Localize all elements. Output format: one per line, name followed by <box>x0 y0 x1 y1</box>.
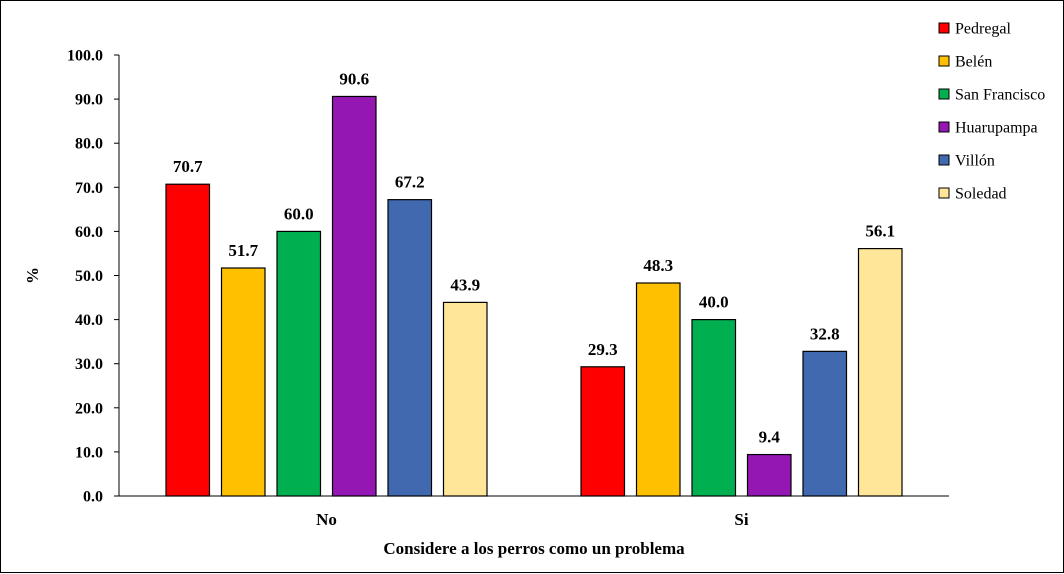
legend: Pedregal Belén San Francisco Huarupampa Vill… <box>938 21 1045 203</box>
x-axis-categories: No Si <box>316 510 749 529</box>
legend-label: Villón <box>955 153 995 170</box>
data-label: 40.0 <box>699 293 729 312</box>
data-label: 32.8 <box>810 324 840 343</box>
y-tick-label: 30.0 <box>75 356 103 373</box>
y-tick-label: 60.0 <box>75 224 103 241</box>
y-axis-ticks: 0.0 10.0 20.0 30.0 40.0 50.0 60.0 70.0 80.0 90.0 1… <box>67 48 119 506</box>
bar-bel-n-si <box>635 282 681 497</box>
data-label: 70.7 <box>173 157 203 176</box>
bars <box>165 95 903 497</box>
legend-swatch <box>938 154 950 166</box>
data-label: 67.2 <box>395 173 425 192</box>
y-tick-label: 70.0 <box>75 180 103 197</box>
bar-huarupampa-si <box>746 453 792 497</box>
legend-label: Belén <box>955 54 992 71</box>
legend-label: Soledad <box>955 186 1007 203</box>
data-label: 51.7 <box>228 241 258 260</box>
legend-swatch <box>938 187 950 199</box>
legend-swatch <box>938 88 950 100</box>
bar-pedregal-si <box>580 366 626 497</box>
data-labels: 70.7 51.7 60.0 90.6 67.2 43.9 29.3 48.3 40.0 9.4 3… <box>173 69 895 446</box>
y-tick-label: 100.0 <box>67 48 103 65</box>
data-label: 56.1 <box>865 222 895 241</box>
legend-swatch <box>938 121 950 133</box>
data-label: 48.3 <box>643 256 673 275</box>
y-tick-label: 40.0 <box>75 312 103 329</box>
bar-pedregal-no <box>165 183 211 497</box>
y-tick-label: 10.0 <box>75 444 103 461</box>
y-tick-label: 20.0 <box>75 400 103 417</box>
data-label: 90.6 <box>339 69 369 88</box>
x-axis-title: Considere a los perros como un problema <box>383 539 685 558</box>
bar-vill-n-no <box>387 199 433 497</box>
x-category-label: No <box>316 510 337 529</box>
bar-bel-n-no <box>220 267 266 497</box>
bar-soledad-no <box>442 301 488 497</box>
legend-swatch <box>938 55 950 67</box>
bar-soledad-si <box>857 247 903 497</box>
data-label: 29.3 <box>588 340 618 359</box>
data-label: 60.0 <box>284 204 314 223</box>
y-tick-label: 0.0 <box>83 489 103 506</box>
legend-label: Huarupampa <box>955 120 1038 137</box>
legend-swatch <box>938 22 950 34</box>
legend-label: San Francisco <box>955 87 1045 104</box>
bar-huarupampa-no <box>331 95 377 497</box>
y-axis-title: % <box>23 267 42 284</box>
bar-san-francisco-si <box>691 319 737 497</box>
bar-san-francisco-no <box>276 230 322 497</box>
legend-label: Pedregal <box>955 21 1012 38</box>
y-tick-label: 80.0 <box>75 136 103 153</box>
y-tick-label: 90.0 <box>75 92 103 109</box>
data-label: 43.9 <box>450 275 480 294</box>
data-label: 9.4 <box>759 428 781 447</box>
y-tick-label: 50.0 <box>75 268 103 285</box>
bar-vill-n-si <box>802 350 848 497</box>
x-category-label: Si <box>734 510 748 529</box>
